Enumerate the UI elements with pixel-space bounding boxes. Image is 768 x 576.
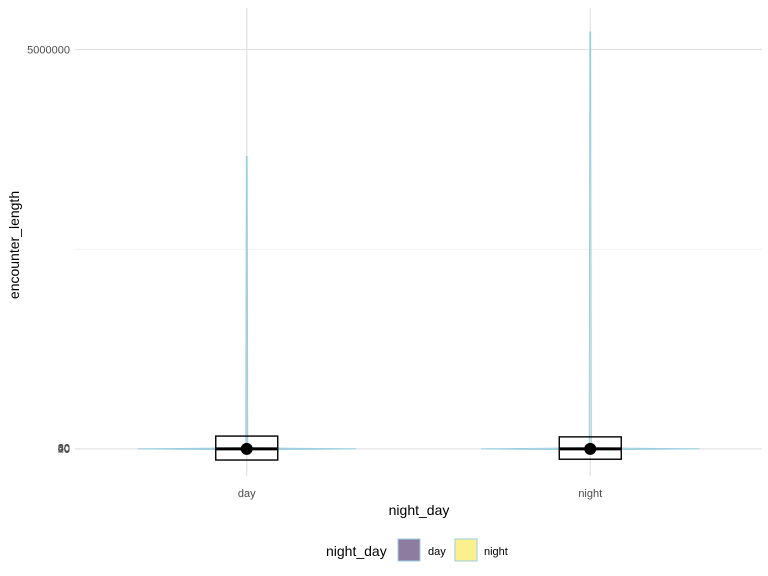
legend-key-day <box>397 538 421 562</box>
y-tick-label: 0 <box>64 444 70 456</box>
mean-point-day <box>240 442 253 455</box>
y-tick-label: 60 <box>58 443 70 455</box>
y-tick-label: 80 <box>58 443 70 455</box>
grid <box>75 8 762 476</box>
y-axis-title: encounter_length <box>6 191 22 299</box>
y-tick-label: 40 <box>58 443 70 455</box>
x-axis-ticks: day night <box>238 488 602 500</box>
x-axis-title: night_day <box>389 502 450 518</box>
boxplot-night <box>558 436 622 460</box>
boxplots <box>215 435 622 461</box>
legend-title: night_day <box>326 543 387 559</box>
legend-label-night: night <box>484 546 508 558</box>
legend-label-day: day <box>428 546 446 558</box>
x-tick-label: day <box>238 488 256 500</box>
violins <box>137 31 700 450</box>
legend: night_day day night <box>326 538 508 562</box>
y-tick-label: 20 <box>58 444 70 456</box>
violin-day <box>137 156 356 450</box>
legend-key-night <box>454 538 478 562</box>
violin-night <box>481 31 700 450</box>
mean-point-night <box>584 442 597 455</box>
x-tick-label: night <box>578 488 602 500</box>
y-tick-label: 5000000 <box>27 45 70 57</box>
boxplot-day <box>215 435 279 461</box>
